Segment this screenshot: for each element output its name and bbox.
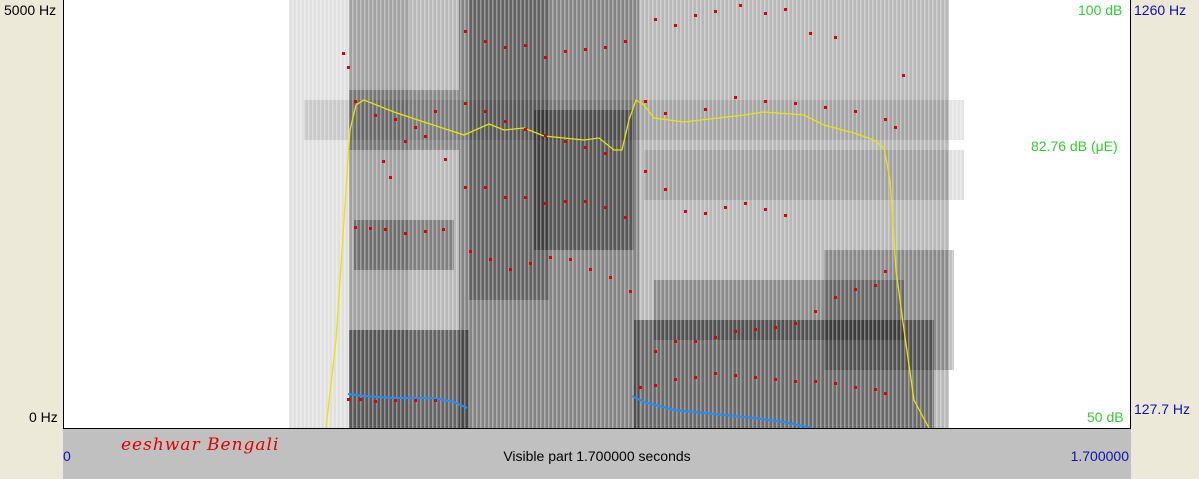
left-axis-gutter: 5000 Hz 0 Hz: [0, 0, 63, 479]
formant-track-4: [354, 96, 897, 155]
right-axis-gutter: [1131, 0, 1199, 479]
intensity-cursor-label: 82.76 dB (μE): [1031, 138, 1118, 154]
pitch-min-label: 127.7 Hz: [1134, 401, 1191, 417]
intensity-max-label: 100 dB: [1078, 2, 1123, 18]
formant-track-1: [347, 372, 887, 403]
intensity-curve: [325, 99, 930, 428]
time-bar[interactable]: 0 eeshwar Bengali Visible part 1.700000 …: [63, 428, 1131, 479]
speaker-watermark: eeshwar Bengali: [121, 435, 280, 455]
visible-part-label: Visible part 1.700000 seconds: [503, 448, 691, 464]
pitch-contour-1: [347, 393, 468, 409]
formant-track-5: [342, 4, 905, 77]
formant-track-2: [354, 226, 887, 353]
formant-track-3: [382, 135, 787, 219]
spectrogram-energy: [64, 0, 1130, 428]
spectrogram-svg: [64, 0, 1130, 428]
spectrogram-panel[interactable]: [63, 0, 1131, 428]
formant-dots: [342, 4, 905, 403]
intensity-min-label: 50 dB: [1087, 409, 1124, 425]
freq-max-label: 5000 Hz: [4, 2, 57, 18]
freq-min-label: 0 Hz: [29, 409, 58, 425]
time-end-label: 1.700000: [1070, 448, 1129, 464]
pitch-contour-2: [631, 395, 813, 428]
pitch-max-label: 1260 Hz: [1134, 2, 1187, 18]
time-start-label: 0: [63, 448, 71, 464]
